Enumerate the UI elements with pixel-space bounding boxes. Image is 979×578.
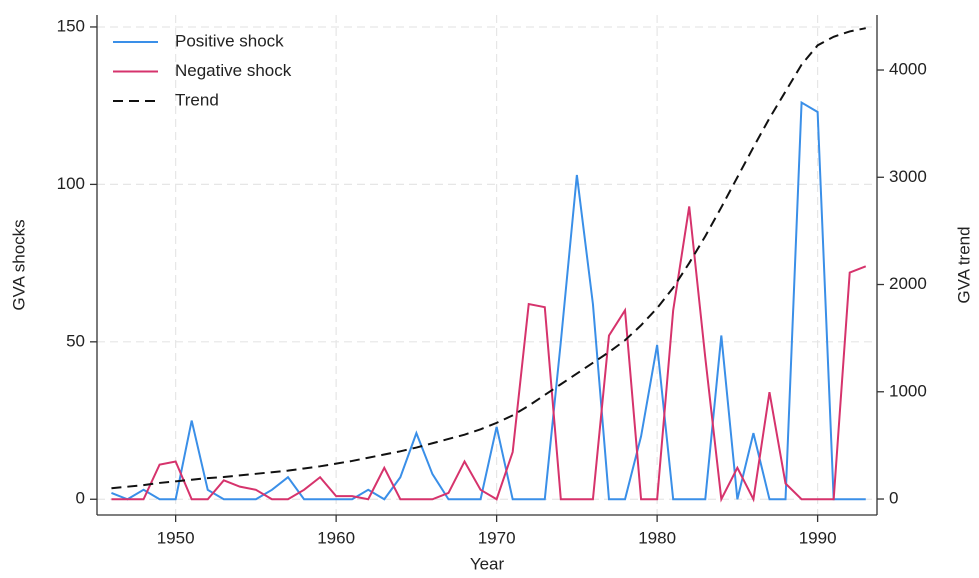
x-tick-label: 1990 (799, 528, 837, 547)
y2-tick-label: 4000 (889, 60, 927, 79)
x-tick-label: 1950 (157, 528, 195, 547)
y2-axis-label: GVA trend (954, 226, 973, 303)
x-tick-label: 1960 (317, 528, 355, 547)
series-line (111, 206, 867, 503)
y2-tick-label: 0 (889, 489, 898, 508)
y2-tick-label: 3000 (889, 167, 927, 186)
y2-tick-label: 2000 (889, 274, 927, 293)
y-tick-label: 0 (76, 489, 85, 508)
y2-tick-label: 1000 (889, 381, 927, 400)
y-tick-label: 100 (57, 174, 85, 193)
series-line (111, 100, 866, 501)
x-tick-label: 1980 (638, 528, 676, 547)
y-axis-label: GVA shocks (9, 219, 28, 310)
legend-label: Positive shock (175, 31, 284, 50)
x-axis-label: Year (470, 554, 505, 573)
series-line (111, 27, 866, 490)
x-tick-label: 1970 (478, 528, 516, 547)
y-tick-label: 50 (66, 331, 85, 350)
legend-label: Negative shock (175, 61, 292, 80)
y-tick-label: 150 (57, 16, 85, 35)
legend-label: Trend (175, 90, 219, 109)
